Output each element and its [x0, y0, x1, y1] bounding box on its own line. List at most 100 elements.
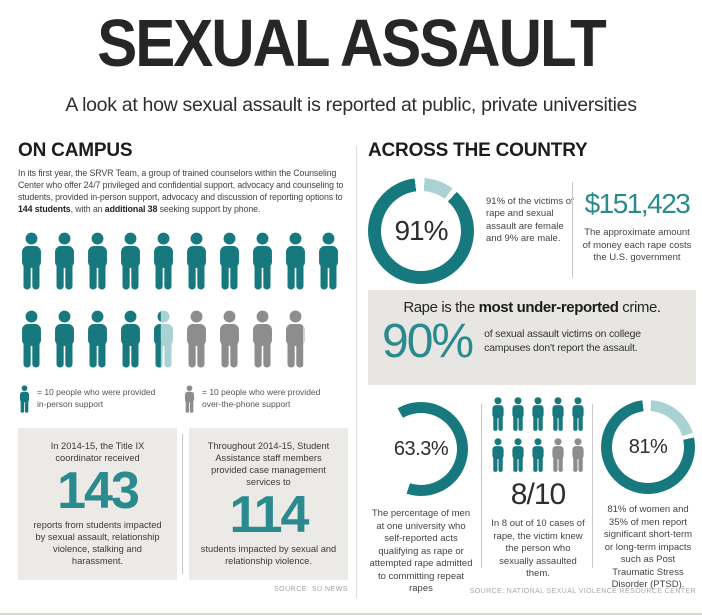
student-assistance-box: Throughout 2014-15, Student Assistance s…	[189, 427, 348, 580]
cost-stat: $151,423 The approximate amount of money…	[580, 188, 694, 274]
bottom-divider	[592, 404, 593, 568]
campus-stat-boxes: In 2014-15, the Title IX coordinator rec…	[18, 427, 348, 580]
person-icon	[84, 304, 111, 374]
legend-item: = 10 people who were provided over-the-p…	[183, 382, 348, 416]
person-icon	[51, 226, 78, 296]
title-ix-box: In 2014-15, the Title IX coordinator rec…	[18, 427, 177, 580]
case-management-count: 114	[229, 486, 310, 545]
intro-text: seeking support by phone.	[157, 203, 261, 214]
person-icon	[550, 396, 566, 432]
underreported-headline: Rape is the most under-reported crime.	[368, 299, 696, 316]
intro-text: In its first year, the SRVR Team, a grou…	[18, 168, 344, 202]
intro-bold-38: additional 38	[104, 203, 158, 214]
gender-and-cost-row: 91% 91% of the victims of rape and sexua…	[368, 170, 696, 288]
donut-81-center: 81%	[612, 411, 684, 483]
person-icon	[510, 437, 526, 473]
ninety-percent-row: 90% of sexual assault victims on college…	[368, 315, 696, 368]
title-ix-report-count: 143	[57, 462, 140, 521]
person-icon	[183, 382, 196, 416]
section-on-campus: ON CAMPUS In its first year, the SRVR Te…	[18, 140, 348, 593]
gender-caption: 91% of the victims of rape and sexual as…	[486, 195, 574, 245]
person-icon	[315, 226, 342, 296]
person-icon	[84, 226, 111, 296]
source-left: SOURCE: SU NEWS	[273, 585, 348, 593]
page-subtitle: A look at how sexual assault is reported…	[65, 94, 637, 116]
on-campus-intro: In its first year, the SRVR Team, a grou…	[18, 168, 348, 216]
ninety-percent-caption: of sexual assault victims on college cam…	[484, 328, 641, 354]
legend-label: = 10 people who were provided in-person …	[37, 387, 156, 409]
across-country-heading: ACROSS THE COUNTRY	[368, 140, 588, 161]
page-title: SEXUAL ASSAULT	[97, 5, 607, 81]
person-icon	[249, 226, 276, 296]
person-icon	[570, 396, 586, 432]
person-icon	[183, 226, 210, 296]
person-icon	[216, 304, 243, 374]
ptsd-stat: 81% 81% of women and 35% of men report s…	[600, 396, 696, 601]
person-icon	[530, 437, 546, 473]
headline-text: Rape is the	[403, 299, 479, 316]
arc-chart-63-percent: 63.3%	[374, 402, 468, 496]
headline-text: crime.	[618, 299, 661, 316]
stat-8-of-10: 8/10	[510, 478, 566, 511]
pictogram-row	[18, 304, 348, 374]
repeat-rape-caption: The percentage of men at one university …	[369, 508, 473, 595]
support-pictogram	[18, 226, 348, 374]
national-stats-row: 63.3% The percentage of men at one unive…	[368, 396, 696, 594]
title-ix-box-bottom-text: reports from students impacted by sexual…	[33, 519, 162, 566]
pictogram-row	[18, 226, 348, 296]
known-assailant-pictogram	[490, 396, 586, 473]
known-assailant-stat: 8/10 In 8 out of 10 cases of rape, the v…	[490, 396, 586, 590]
underreported-band: Rape is the most under-reported crime. 9…	[368, 290, 696, 385]
person-icon	[117, 226, 144, 296]
pictogram-legend: = 10 people who were provided in-person …	[18, 382, 348, 416]
student-assistance-box-top-text: Throughout 2014-15, Student Assistance s…	[207, 440, 330, 488]
stat-63-percent: 63.3%	[393, 437, 449, 460]
person-icon	[490, 437, 506, 473]
donut-chart-91-percent: 91%	[368, 178, 474, 284]
stat-91-percent: 91%	[394, 215, 448, 246]
arc-63-center: 63.3%	[385, 413, 457, 485]
person-icon	[249, 304, 276, 374]
person-icon	[117, 304, 144, 374]
donut-91-center: 91%	[381, 191, 461, 271]
legend-item: = 10 people who were provided in-person …	[18, 382, 183, 416]
cost-amount: $151,423	[584, 188, 691, 219]
column-divider	[356, 146, 357, 598]
person-icon	[18, 226, 45, 296]
cost-caption: The approximate amount of money each rap…	[582, 227, 692, 264]
person-icon	[510, 396, 526, 432]
person-icon	[18, 304, 45, 374]
person-icon	[530, 396, 546, 432]
person-icon	[282, 304, 309, 374]
person-icon	[550, 437, 566, 473]
stat-81-percent: 81%	[628, 435, 668, 458]
student-assistance-box-bottom-text: students impacted by sexual and relation…	[200, 543, 337, 566]
person-icon	[51, 304, 78, 374]
repeat-rape-stat: 63.3% The percentage of men at one unive…	[368, 396, 474, 605]
person-icon	[490, 396, 506, 432]
pictogram-row	[490, 437, 586, 473]
person-icon	[570, 437, 586, 473]
person-icon	[282, 226, 309, 296]
known-assailant-caption: In 8 out of 10 cases of rape, the victim…	[491, 518, 585, 580]
source-right: SOURCE: NATIONAL SEXUAL VIOLENCE RESOURC…	[469, 588, 696, 595]
stat-90-percent: 90%	[382, 315, 474, 368]
pictogram-row	[490, 396, 586, 432]
intro-bold-144: 144 students	[18, 203, 71, 214]
row-divider	[572, 182, 573, 278]
person-icon	[150, 226, 177, 296]
person-icon	[216, 226, 243, 296]
person-icon	[183, 304, 210, 374]
intro-text: , with an	[70, 203, 105, 214]
bottom-divider	[481, 404, 482, 568]
section-across-country: ACROSS THE COUNTRY 91% 91% of the victim…	[368, 140, 696, 610]
title-ix-box-top-text: In 2014-15, the Title IX coordinator rec…	[50, 440, 145, 464]
legend-label: = 10 people who were provided over-the-p…	[202, 387, 321, 409]
donut-chart-81-percent: 81%	[601, 400, 695, 494]
person-icon	[18, 382, 31, 416]
person-icon	[150, 304, 177, 374]
on-campus-heading: ON CAMPUS	[18, 140, 133, 161]
ptsd-caption: 81% of women and 35% of men report signi…	[603, 504, 693, 591]
headline-bold: most under-reported	[478, 299, 619, 316]
